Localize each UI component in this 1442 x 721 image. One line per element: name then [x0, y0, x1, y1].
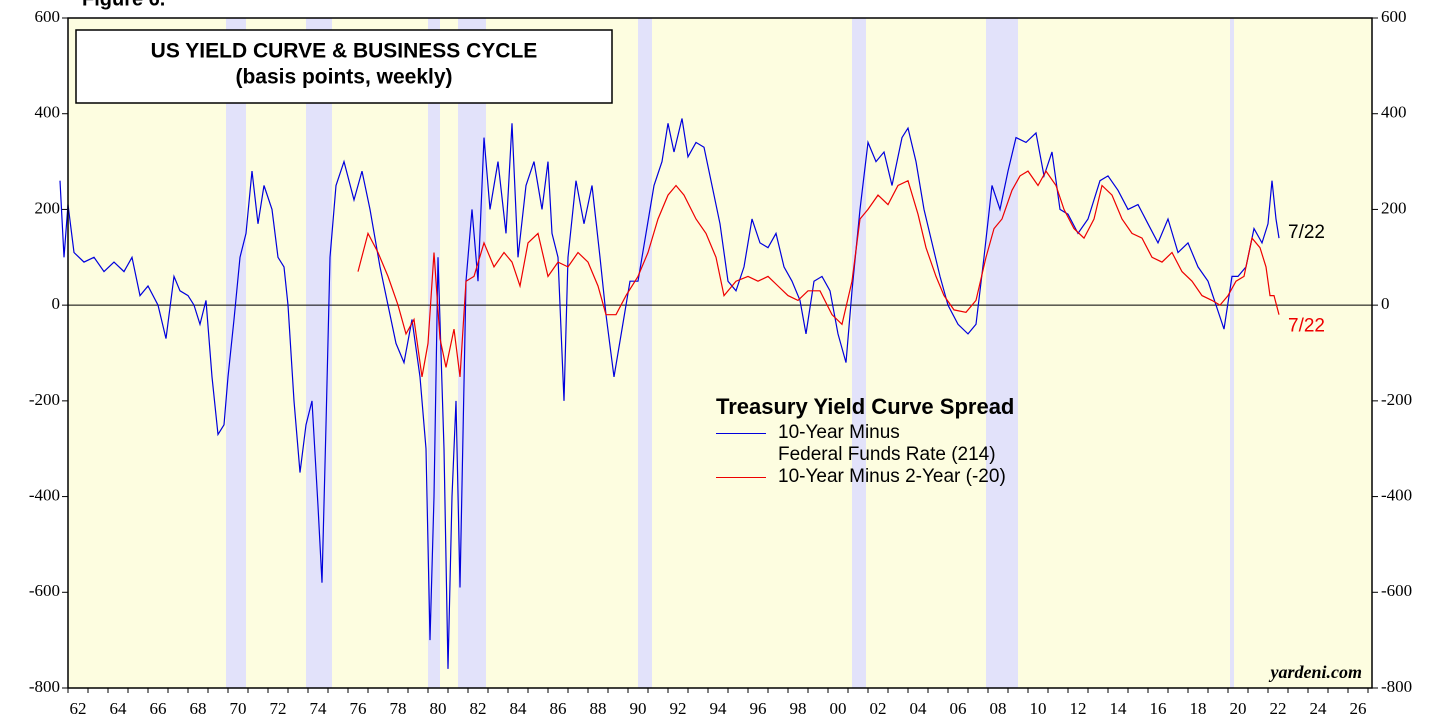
x-tick-label: 00 — [830, 699, 847, 718]
x-tick-label: 92 — [670, 699, 687, 718]
x-tick-label: 20 — [1230, 699, 1247, 718]
x-tick-label: 04 — [910, 699, 928, 718]
recession-band — [852, 18, 866, 688]
end-label: 7/22 — [1288, 316, 1325, 337]
x-tick-label: 84 — [510, 699, 528, 718]
legend-swatch — [716, 477, 766, 478]
x-tick-label: 76 — [350, 699, 367, 718]
x-tick-label: 86 — [550, 699, 567, 718]
recession-band — [226, 18, 246, 688]
x-tick-label: 98 — [790, 699, 807, 718]
recession-band — [428, 18, 440, 688]
x-tick-label: 90 — [630, 699, 647, 718]
x-tick-label: 18 — [1190, 699, 1207, 718]
x-tick-label: 68 — [190, 699, 207, 718]
x-tick-label: 94 — [710, 699, 728, 718]
y-tick-label: -800 — [29, 677, 60, 696]
y2-tick-label: -400 — [1381, 485, 1412, 504]
legend: Treasury Yield Curve Spread 10-Year Minu… — [716, 396, 1014, 488]
chart-subtitle: (basis points, weekly) — [235, 66, 452, 89]
y-tick-label: 400 — [35, 103, 61, 122]
recession-band — [638, 18, 652, 688]
x-tick-label: 96 — [750, 699, 767, 718]
x-tick-label: 16 — [1150, 699, 1167, 718]
x-tick-label: 70 — [230, 699, 247, 718]
legend-label: 10-Year Minus Federal Funds Rate (214) — [778, 422, 996, 465]
x-tick-label: 62 — [70, 699, 87, 718]
x-tick-label: 72 — [270, 699, 287, 718]
legend-entry: 10-Year Minus 2-Year (-20) — [716, 466, 1014, 488]
y-tick-label: 600 — [35, 7, 61, 26]
legend-swatch — [716, 433, 766, 434]
x-tick-label: 82 — [470, 699, 487, 718]
recession-band — [458, 18, 486, 688]
x-tick-label: 24 — [1310, 699, 1328, 718]
recession-band — [1230, 18, 1234, 688]
series-line — [357, 169, 1280, 378]
figure-label: Figure 6. — [82, 0, 165, 10]
legend-label: 10-Year Minus 2-Year (-20) — [778, 466, 1006, 487]
y-tick-label: -200 — [29, 390, 60, 409]
y-tick-label: -600 — [29, 581, 60, 600]
y2-tick-label: -800 — [1381, 677, 1412, 696]
y-tick-label: 0 — [52, 294, 61, 313]
x-tick-label: 66 — [150, 699, 167, 718]
y2-tick-label: 600 — [1381, 7, 1407, 26]
x-tick-label: 10 — [1030, 699, 1047, 718]
end-label: 7/22 — [1288, 222, 1325, 243]
x-tick-label: 80 — [430, 699, 447, 718]
plot-background — [68, 18, 1372, 688]
source: yardeni.com — [1269, 662, 1363, 682]
x-tick-label: 88 — [590, 699, 607, 718]
chart-title: US YIELD CURVE & BUSINESS CYCLE — [151, 40, 538, 63]
x-tick-label: 06 — [950, 699, 967, 718]
plot-frame — [67, 17, 1373, 689]
y2-tick-label: 400 — [1381, 103, 1407, 122]
title-box — [75, 29, 613, 104]
y-tick-label: 200 — [35, 198, 61, 217]
recession-band — [986, 18, 1018, 688]
y2-tick-label: -600 — [1381, 581, 1412, 600]
x-tick-label: 26 — [1350, 699, 1367, 718]
y2-tick-label: -200 — [1381, 390, 1412, 409]
x-tick-label: 12 — [1070, 699, 1087, 718]
y2-tick-label: 200 — [1381, 198, 1407, 217]
y-tick-label: -400 — [29, 485, 60, 504]
x-tick-label: 74 — [310, 699, 328, 718]
y2-tick-label: 0 — [1381, 294, 1390, 313]
x-tick-label: 78 — [390, 699, 407, 718]
legend-title: Treasury Yield Curve Spread — [716, 394, 1015, 419]
legend-entry: 10-Year Minus Federal Funds Rate (214) — [716, 422, 1014, 466]
x-tick-label: 14 — [1110, 699, 1128, 718]
x-tick-label: 64 — [110, 699, 128, 718]
x-tick-label: 08 — [990, 699, 1007, 718]
x-tick-label: 02 — [870, 699, 887, 718]
x-tick-label: 22 — [1270, 699, 1287, 718]
